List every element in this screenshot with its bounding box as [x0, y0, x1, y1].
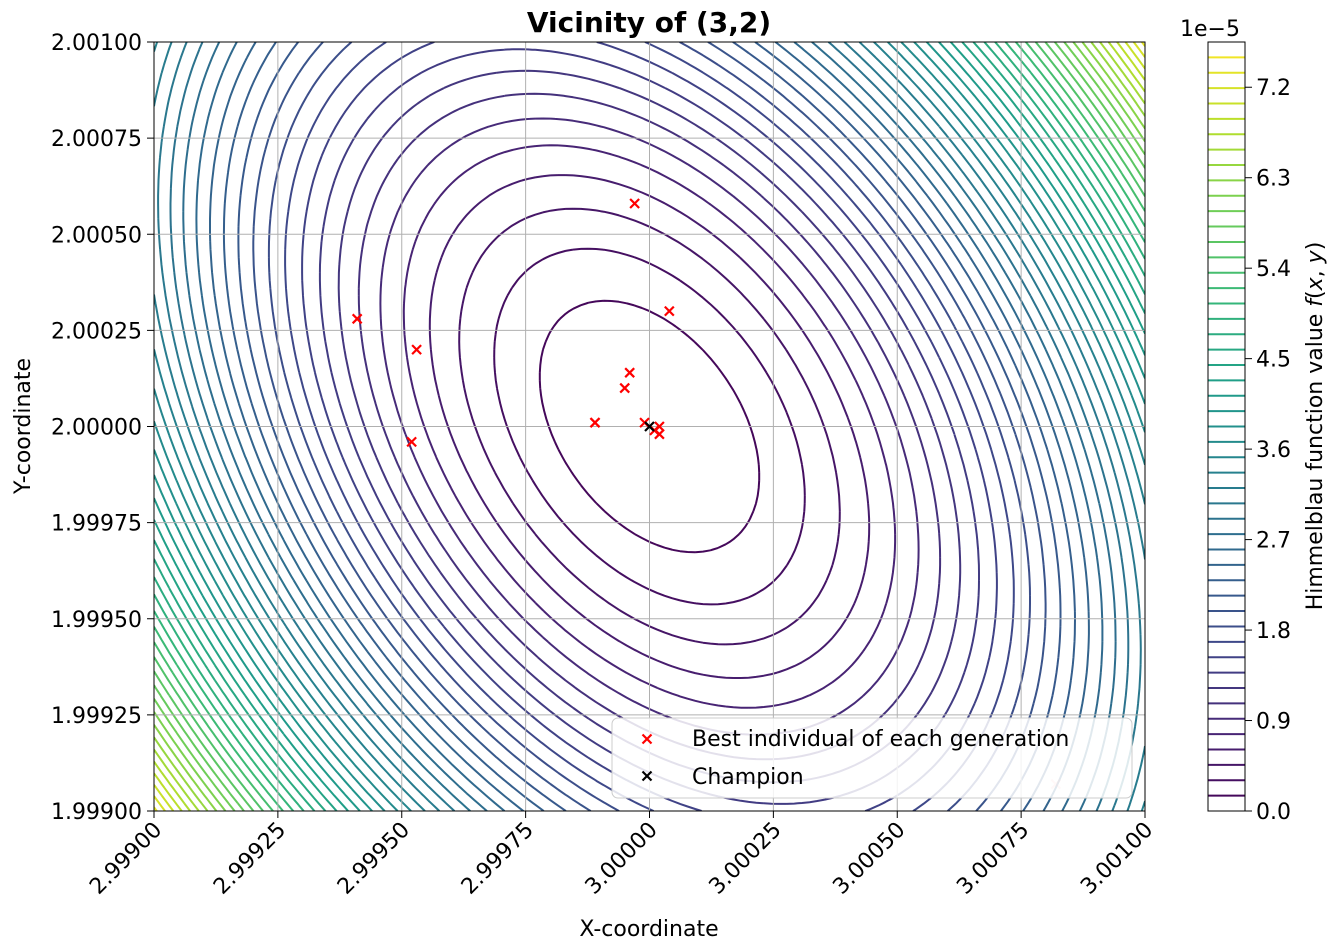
legend-champion-x	[641, 770, 653, 782]
chart-title: Vicinity of (3,2)	[527, 6, 771, 39]
legend-champion-marker	[641, 770, 653, 782]
contour-level-40	[154, 42, 1145, 811]
y-tick-label: 2.00100	[51, 31, 142, 56]
contour-level-47	[154, 42, 1145, 811]
legend-best-x	[641, 733, 653, 745]
contour-level-21	[154, 42, 1145, 811]
contour-level-30	[154, 42, 1145, 811]
y-tick-label: 1.99925	[51, 704, 142, 729]
colorbar-tick-label: 7.2	[1256, 76, 1291, 101]
data-markers	[351, 198, 1062, 790]
contour-level-33	[154, 42, 1145, 811]
colorbar-tick-label: 5.4	[1256, 257, 1291, 282]
contour-level-3	[458, 207, 841, 646]
legend-box	[611, 717, 1133, 799]
legend-best-marker	[641, 733, 653, 745]
contour-level-43	[154, 42, 1145, 811]
y-tick-label: 2.00050	[51, 223, 142, 248]
contour-level-2	[493, 247, 806, 606]
colorbar-tick-label: 0.9	[1256, 710, 1291, 735]
contour-level-46	[154, 42, 1145, 811]
contour-level-26	[154, 42, 1145, 811]
contour-level-36	[154, 42, 1145, 811]
x-axis-label: X-coordinate	[579, 917, 718, 942]
contour-level-12	[267, 42, 1031, 811]
y-tick-label: 2.00075	[51, 127, 142, 152]
colorbar-tick-label: 1.8	[1256, 619, 1291, 644]
contour-level-13	[252, 42, 1047, 811]
contour-level-44	[154, 42, 1145, 811]
contour-level-45	[154, 42, 1145, 811]
contour-level-5	[402, 144, 897, 709]
best-individual-point	[589, 417, 601, 428]
colorbar-tick-label: 0.0	[1256, 800, 1291, 825]
contour-level-1	[538, 299, 761, 554]
best-individual-point	[411, 344, 422, 355]
legend-best-label: Best individual of each generation	[692, 727, 1069, 752]
contour-level-42	[154, 42, 1145, 811]
contour-level-15	[222, 42, 1076, 811]
contour-level-23	[154, 42, 1145, 811]
colorbar-tick-label: 4.5	[1256, 348, 1291, 373]
y-axis-label: Y-coordinate	[11, 358, 36, 495]
contour-level-22	[154, 42, 1145, 811]
colorbar-frame	[1207, 41, 1246, 812]
champion-point	[644, 421, 655, 432]
y-tick-label: 2.00000	[51, 416, 142, 441]
best-individual-point	[406, 436, 417, 448]
best-individual-point	[664, 305, 675, 317]
best-individual-point	[351, 313, 363, 325]
contour-level-25	[154, 42, 1145, 811]
best-individual-point	[654, 428, 665, 440]
contour-level-32	[154, 42, 1145, 811]
best-individual-point	[624, 367, 635, 378]
contour-level-41	[154, 42, 1145, 811]
contour-level-16	[209, 42, 1090, 811]
legend-champion-label: Champion	[692, 765, 804, 790]
contour-level-19	[169, 42, 1130, 811]
contour-level-35	[154, 42, 1145, 811]
colorbar-label: Himmelblau function value f(x, y)	[1303, 242, 1328, 611]
y-axis-ticks: 1.99900 1.99925 1.99950 1.99975 2.00000 2.000…	[51, 31, 154, 825]
y-tick-label: 1.99900	[51, 800, 142, 825]
contour-level-28	[154, 42, 1145, 811]
y-tick-label: 2.00025	[51, 319, 142, 344]
contour-level-29	[154, 42, 1145, 811]
contour-level-34	[154, 42, 1145, 811]
best-individual-point	[654, 421, 665, 432]
contour-lines	[154, 42, 1145, 811]
best-individual-point	[629, 198, 640, 209]
colorbar-tick-label: 3.6	[1256, 438, 1291, 463]
colorbar-tick-label: 6.3	[1256, 167, 1291, 192]
colorbar: 0.0 0.9 1.8 2.7 3.6 4.5 5.4 6.3 7.2	[1207, 41, 1291, 825]
contour-level-20	[157, 42, 1142, 811]
legend: Best individual of each generation Champ…	[611, 717, 1133, 799]
contour-level-4	[428, 174, 871, 679]
contour-level-38	[154, 42, 1145, 811]
contour-level-39	[154, 42, 1145, 811]
colorbar-offset-label: 1e−5	[1180, 17, 1240, 42]
contour-level-31	[154, 42, 1145, 811]
contour-level-27	[154, 42, 1145, 811]
y-tick-label: 1.99975	[51, 512, 142, 537]
y-tick-label: 1.99950	[51, 608, 142, 633]
colorbar-tick-label: 2.7	[1256, 529, 1291, 554]
best-individual-point	[619, 382, 631, 394]
contour-level-24	[154, 42, 1145, 811]
